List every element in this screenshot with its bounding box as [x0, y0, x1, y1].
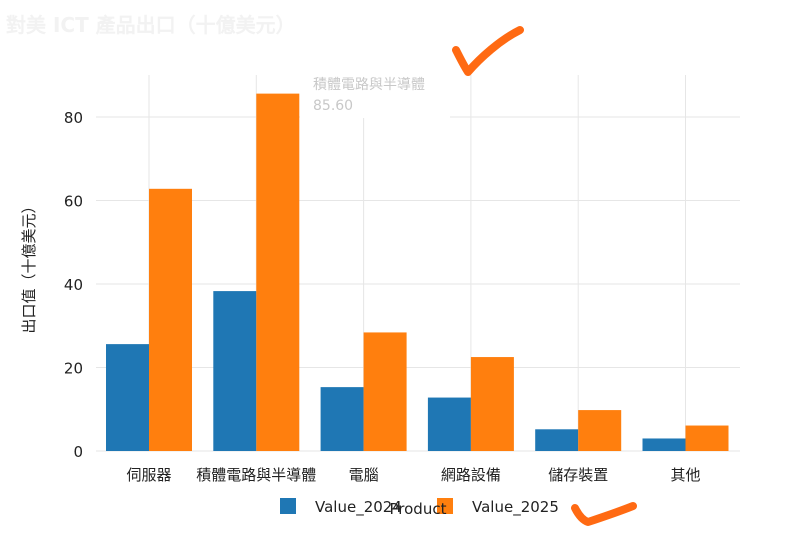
- bar-value-2025-2[interactable]: [363, 332, 407, 451]
- legend-label-value-2024: Value_2024: [315, 498, 402, 517]
- annotation-check-mark-top: [452, 26, 524, 76]
- y-tick-label: 60: [64, 193, 83, 211]
- bar-value-2024-2[interactable]: [320, 387, 364, 451]
- bar-value-2025-1[interactable]: [256, 93, 300, 452]
- x-axis-ticks: 伺服器 積體電路與半導體 電腦 網路設備 儲存裝置 其他: [126, 466, 700, 484]
- y-tick-label: 40: [64, 276, 83, 294]
- x-tick-label: 伺服器: [126, 466, 171, 484]
- bar-value-2024-3[interactable]: [427, 397, 471, 451]
- y-tick-label: 0: [73, 443, 83, 461]
- x-tick-label: 其他: [670, 466, 700, 484]
- x-tick-label: 網路設備: [441, 466, 501, 484]
- tooltip-value: 85.60: [313, 98, 353, 114]
- y-axis-ticks: 0 20 40 60 80: [64, 109, 83, 461]
- x-tick-label: 電腦: [349, 466, 379, 484]
- tooltip: 積體電路與半導體 85.60: [300, 70, 450, 118]
- legend-swatch-value-2024: [280, 498, 296, 514]
- y-axis-label: 出口值（十億美元）: [20, 198, 38, 333]
- y-tick-label: 20: [64, 360, 83, 378]
- x-tick-label: 積體電路與半導體: [196, 466, 316, 484]
- y-tick-label: 80: [64, 109, 83, 127]
- bar-value-2025-0[interactable]: [149, 188, 192, 451]
- tooltip-category: 積體電路與半導體: [313, 77, 425, 93]
- gridlines: [96, 75, 740, 452]
- x-axis-label: Product: [390, 500, 447, 518]
- chart-title: 對美 ICT 產品出口（十億美元）: [6, 13, 296, 37]
- legend-label-value-2025: Value_2025: [472, 498, 559, 517]
- tooltip-box: [300, 70, 450, 118]
- legend: Value_2024 Value_2025: [280, 498, 559, 517]
- bar-value-2024-5[interactable]: [642, 438, 686, 451]
- bar-value-2024-4[interactable]: [535, 429, 579, 451]
- x-tick-label: 儲存裝置: [548, 466, 608, 484]
- bar-value-2024-1[interactable]: [213, 291, 257, 451]
- bar-value-2025-4[interactable]: [578, 410, 622, 451]
- bar-value-2024-0[interactable]: [106, 344, 149, 451]
- bar-value-2025-5[interactable]: [685, 425, 729, 451]
- bars: [106, 93, 729, 452]
- bar-value-2025-3[interactable]: [470, 357, 514, 451]
- annotation-check-mark-bottom: [571, 502, 637, 526]
- legend-swatch-value-2025: [437, 498, 453, 514]
